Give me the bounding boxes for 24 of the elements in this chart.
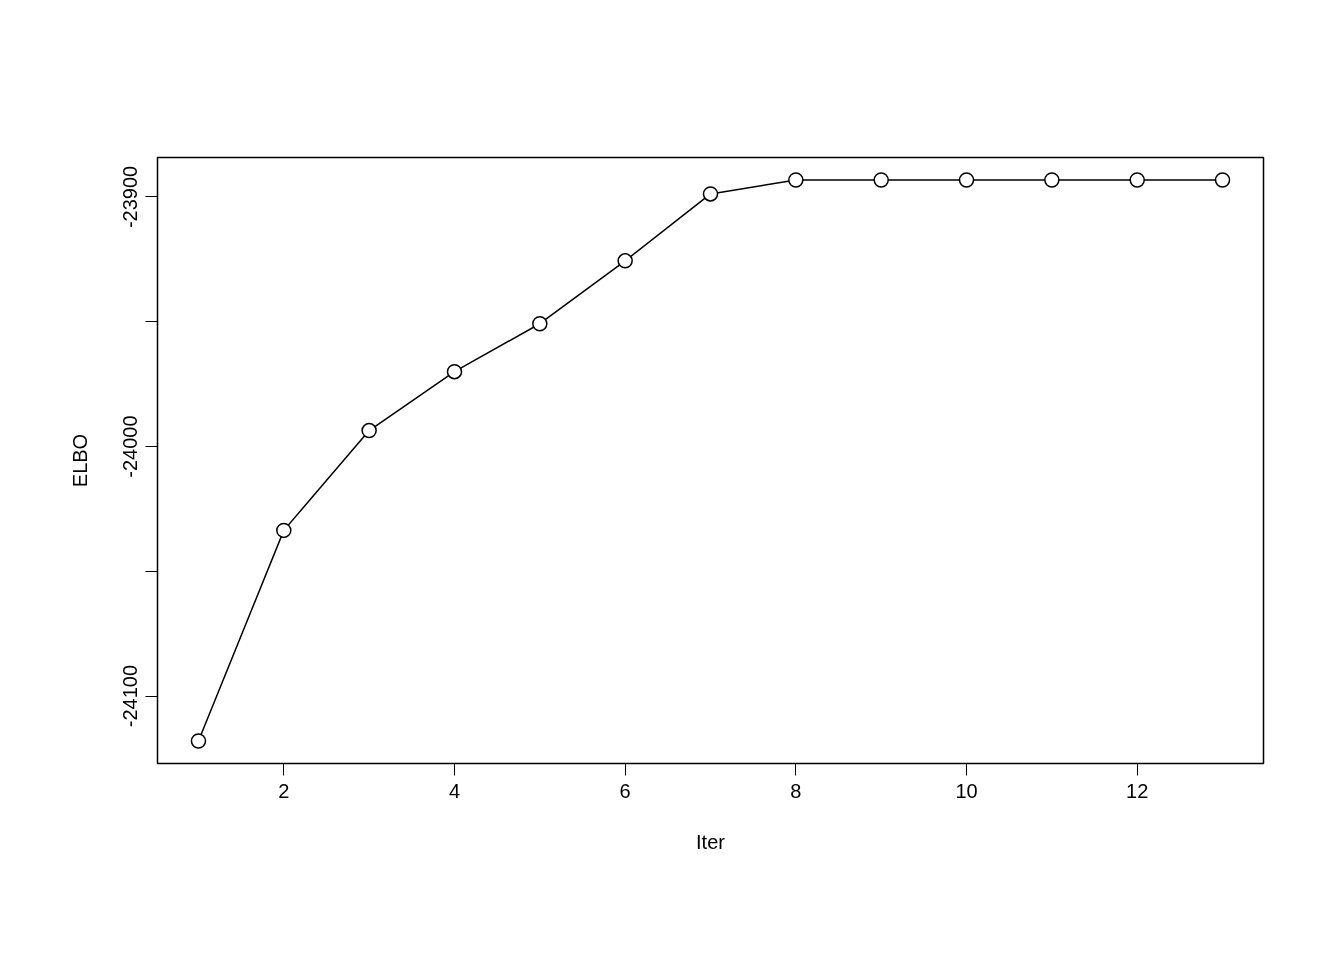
y-axis-title: ELBO [68,433,91,488]
point [276,522,292,539]
point [873,172,889,188]
point [1044,172,1060,188]
y-tick-label: -23900 [119,165,142,229]
point [958,172,975,188]
x-tick-label: 12 [1126,779,1149,802]
point [702,186,719,202]
point [361,422,377,439]
point [617,253,633,269]
point [788,172,804,188]
point [190,733,207,749]
x-axis-title: Iter [696,830,726,853]
x-tick-label: 10 [955,779,978,802]
x-tick-label: 8 [790,779,802,802]
point [532,315,548,332]
x-tick-label: 4 [448,779,461,802]
y-tick-label: -24100 [119,664,142,728]
point [1129,172,1145,188]
x-tick-label: 6 [619,779,631,802]
point [1214,172,1231,188]
point [446,363,463,380]
x-tick-label: 2 [278,779,290,802]
y-tick-label: -24000 [119,415,142,478]
